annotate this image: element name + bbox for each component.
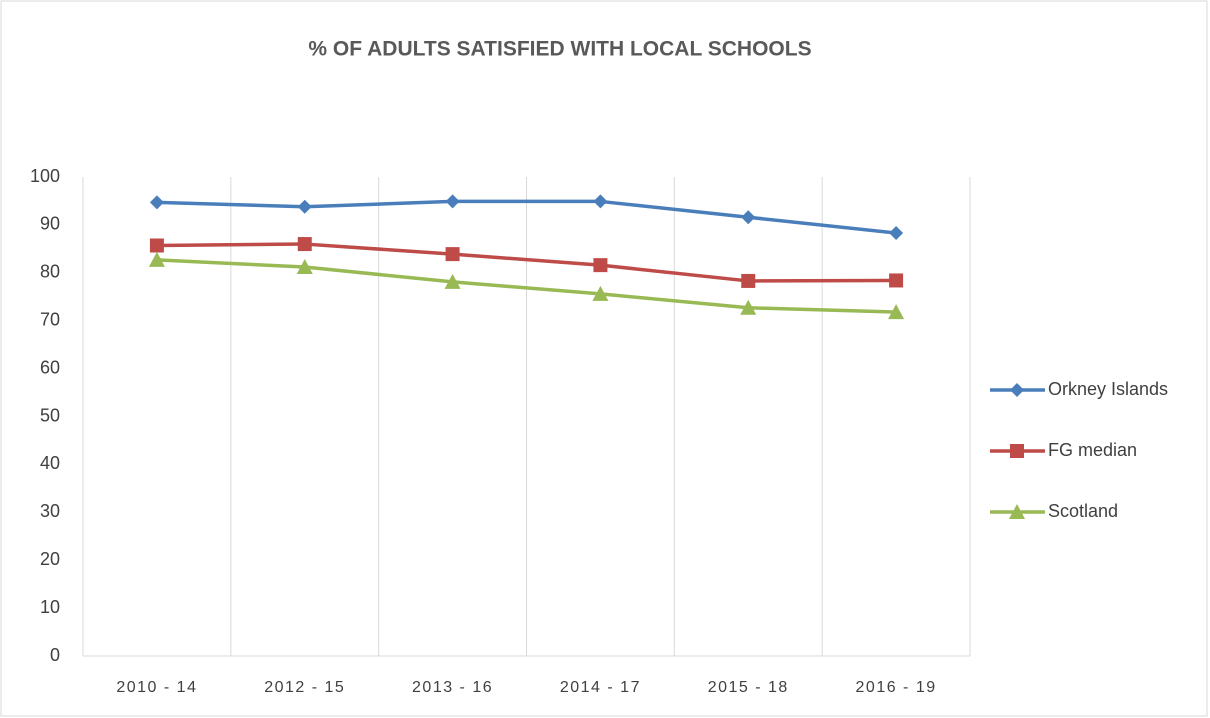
point <box>149 238 164 253</box>
point <box>741 273 756 288</box>
series-line <box>156 258 897 314</box>
point <box>445 194 460 209</box>
x-tick-label: 2016 - 19 <box>856 679 937 696</box>
point <box>889 226 904 241</box>
legend-label: Scotland <box>1048 501 1118 521</box>
point <box>593 258 608 273</box>
point <box>149 195 164 210</box>
point <box>593 194 608 209</box>
y-tick-label: 100 <box>30 166 60 186</box>
x-tick-label: 2012 - 15 <box>264 679 345 696</box>
y-tick-label: 40 <box>40 453 60 473</box>
point <box>444 273 461 289</box>
point <box>445 247 460 262</box>
series-line <box>156 199 897 235</box>
legend-marker <box>1010 383 1024 397</box>
point <box>296 259 313 275</box>
point <box>888 304 905 320</box>
point <box>592 285 609 301</box>
point <box>297 199 312 214</box>
point <box>889 273 904 288</box>
series-line <box>156 242 897 283</box>
point <box>741 210 756 225</box>
y-tick-label: 0 <box>50 645 60 665</box>
x-tick-label: 2014 - 17 <box>560 679 641 696</box>
y-tick-label: 60 <box>40 357 60 377</box>
chart-title: % OF ADULTS SATISFIED WITH LOCAL SCHOOLS <box>308 38 811 61</box>
y-tick-label: 90 <box>40 214 60 234</box>
point <box>297 237 312 252</box>
legend-marker <box>1009 504 1025 519</box>
x-tick-label: 2013 - 16 <box>412 679 493 696</box>
legend-label: Orkney Islands <box>1048 379 1168 399</box>
x-tick-label: 2010 - 14 <box>116 679 197 696</box>
x-tick-label: 2015 - 18 <box>708 679 789 696</box>
point <box>148 251 165 267</box>
legend-label: FG median <box>1048 440 1137 460</box>
y-tick-label: 50 <box>40 405 60 425</box>
point <box>740 299 757 315</box>
y-tick-label: 80 <box>40 262 60 282</box>
y-tick-label: 30 <box>40 501 60 521</box>
y-tick-label: 10 <box>40 597 60 617</box>
y-tick-label: 70 <box>40 309 60 329</box>
y-tick-label: 20 <box>40 549 60 569</box>
legend-marker <box>1010 444 1024 458</box>
